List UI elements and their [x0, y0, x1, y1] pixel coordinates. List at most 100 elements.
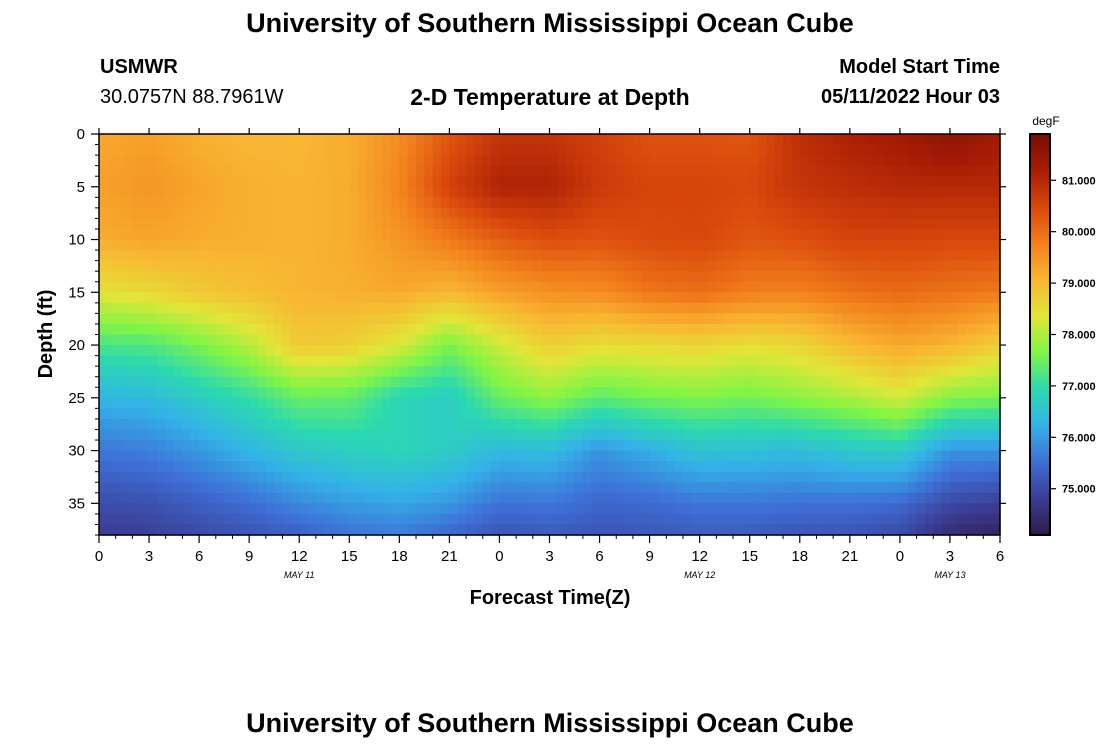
- heatmap-cell: [357, 397, 367, 409]
- heatmap-cell: [190, 197, 200, 209]
- heatmap-cell: [365, 366, 375, 378]
- heatmap-cell: [958, 492, 968, 504]
- heatmap-cell: [549, 186, 559, 198]
- heatmap-cell: [949, 471, 959, 483]
- heatmap-cell: [874, 366, 884, 378]
- heatmap-cell: [666, 313, 676, 325]
- heatmap-cell: [591, 397, 601, 409]
- heatmap-cell: [657, 387, 667, 399]
- heatmap-cell: [607, 207, 617, 220]
- heatmap-cell: [99, 355, 108, 367]
- heatmap-cell: [632, 334, 642, 346]
- heatmap-cell: [758, 513, 767, 526]
- heatmap-cell: [132, 186, 142, 198]
- heatmap-cell: [249, 492, 259, 504]
- heatmap-cell: [190, 376, 200, 388]
- heatmap-cell: [165, 197, 175, 209]
- heatmap-cell: [591, 186, 601, 198]
- heatmap-cell: [766, 461, 776, 473]
- heatmap-cell: [808, 503, 818, 515]
- heatmap-cell: [416, 207, 425, 220]
- heatmap-cell: [816, 134, 826, 146]
- heatmap-cell: [174, 366, 184, 378]
- heatmap-cell: [974, 197, 984, 209]
- heatmap-cell: [524, 418, 534, 431]
- heatmap-cell: [607, 155, 617, 167]
- heatmap-cell: [399, 197, 409, 209]
- heatmap-cell: [966, 461, 976, 473]
- heatmap-cell: [282, 461, 292, 473]
- heatmap-cell: [557, 418, 567, 431]
- heatmap-cell: [941, 260, 951, 272]
- heatmap-cell: [574, 492, 584, 504]
- heatmap-cell: [115, 281, 125, 293]
- heatmap-cell: [390, 387, 400, 399]
- heatmap-cell: [933, 376, 943, 388]
- heatmap-cell: [924, 397, 934, 409]
- heatmap-cell: [824, 323, 834, 336]
- heatmap-cell: [499, 376, 509, 388]
- heatmap-cell: [290, 345, 300, 357]
- heatmap-cell: [908, 524, 918, 536]
- heatmap-cell: [582, 492, 592, 504]
- heatmap-cell: [499, 461, 509, 473]
- heatmap-cell: [632, 429, 642, 441]
- heatmap-cell: [582, 239, 592, 251]
- heatmap-cell: [724, 271, 734, 283]
- heatmap-cell: [724, 186, 734, 198]
- heatmap-cell: [866, 323, 876, 336]
- heatmap-cell: [849, 513, 859, 526]
- heatmap-cell: [315, 250, 325, 262]
- heatmap-cell: [99, 387, 108, 399]
- heatmap-cell: [257, 134, 267, 146]
- heatmap-cell: [491, 492, 501, 504]
- heatmap-cell: [132, 271, 142, 283]
- heatmap-cell: [441, 207, 450, 220]
- heatmap-cell: [357, 387, 367, 399]
- heatmap-cell: [566, 503, 576, 515]
- heatmap-cell: [499, 239, 509, 251]
- heatmap-cell: [466, 461, 476, 473]
- heatmap-cell: [799, 492, 809, 504]
- heatmap-cell: [574, 376, 584, 388]
- heatmap-cell: [165, 450, 175, 462]
- heatmap-cell: [199, 228, 209, 241]
- heatmap-cell: [349, 228, 359, 241]
- heatmap-cell: [649, 492, 659, 504]
- heatmap-cell: [649, 429, 659, 441]
- heatmap-cell: [557, 524, 567, 536]
- heatmap-cell: [657, 292, 667, 304]
- heatmap-cell: [432, 429, 442, 441]
- heatmap-cell: [532, 302, 542, 314]
- heatmap-cell: [774, 239, 784, 251]
- heatmap-cell: [332, 345, 342, 357]
- heatmap-cell: [549, 176, 559, 188]
- heatmap-cell: [507, 397, 517, 409]
- heatmap-cell: [941, 503, 951, 515]
- heatmap-cell: [482, 134, 492, 146]
- heatmap-cell: [949, 355, 959, 367]
- heatmap-cell: [549, 302, 559, 314]
- heatmap-cell: [983, 397, 993, 409]
- heatmap-cell: [466, 144, 476, 156]
- heatmap-cell: [841, 155, 851, 167]
- heatmap-cell: [783, 387, 793, 399]
- heatmap-cell: [324, 418, 334, 431]
- heatmap-cell: [449, 366, 459, 378]
- axes: 0 3 6 9 12 15 18 21 0 3 6 9 12 15 18 21 0 3 60510152025303…: [68, 126, 1006, 580]
- heatmap-cell: [99, 228, 108, 241]
- heatmap-cell: [457, 155, 467, 167]
- heatmap-cell: [349, 397, 359, 409]
- heatmap-cell: [224, 144, 234, 156]
- heatmap-cell: [365, 281, 375, 293]
- heatmap-cell: [107, 186, 117, 198]
- heatmap-cell: [733, 440, 742, 452]
- heatmap-cell: [532, 376, 542, 388]
- heatmap-cell: [674, 228, 684, 241]
- heatmap-cell: [858, 524, 868, 536]
- heatmap-cell: [908, 176, 918, 188]
- heatmap-cell: [524, 524, 534, 536]
- heatmap-cell: [499, 345, 509, 357]
- heatmap-cell: [524, 387, 534, 399]
- heatmap-cell: [115, 228, 125, 241]
